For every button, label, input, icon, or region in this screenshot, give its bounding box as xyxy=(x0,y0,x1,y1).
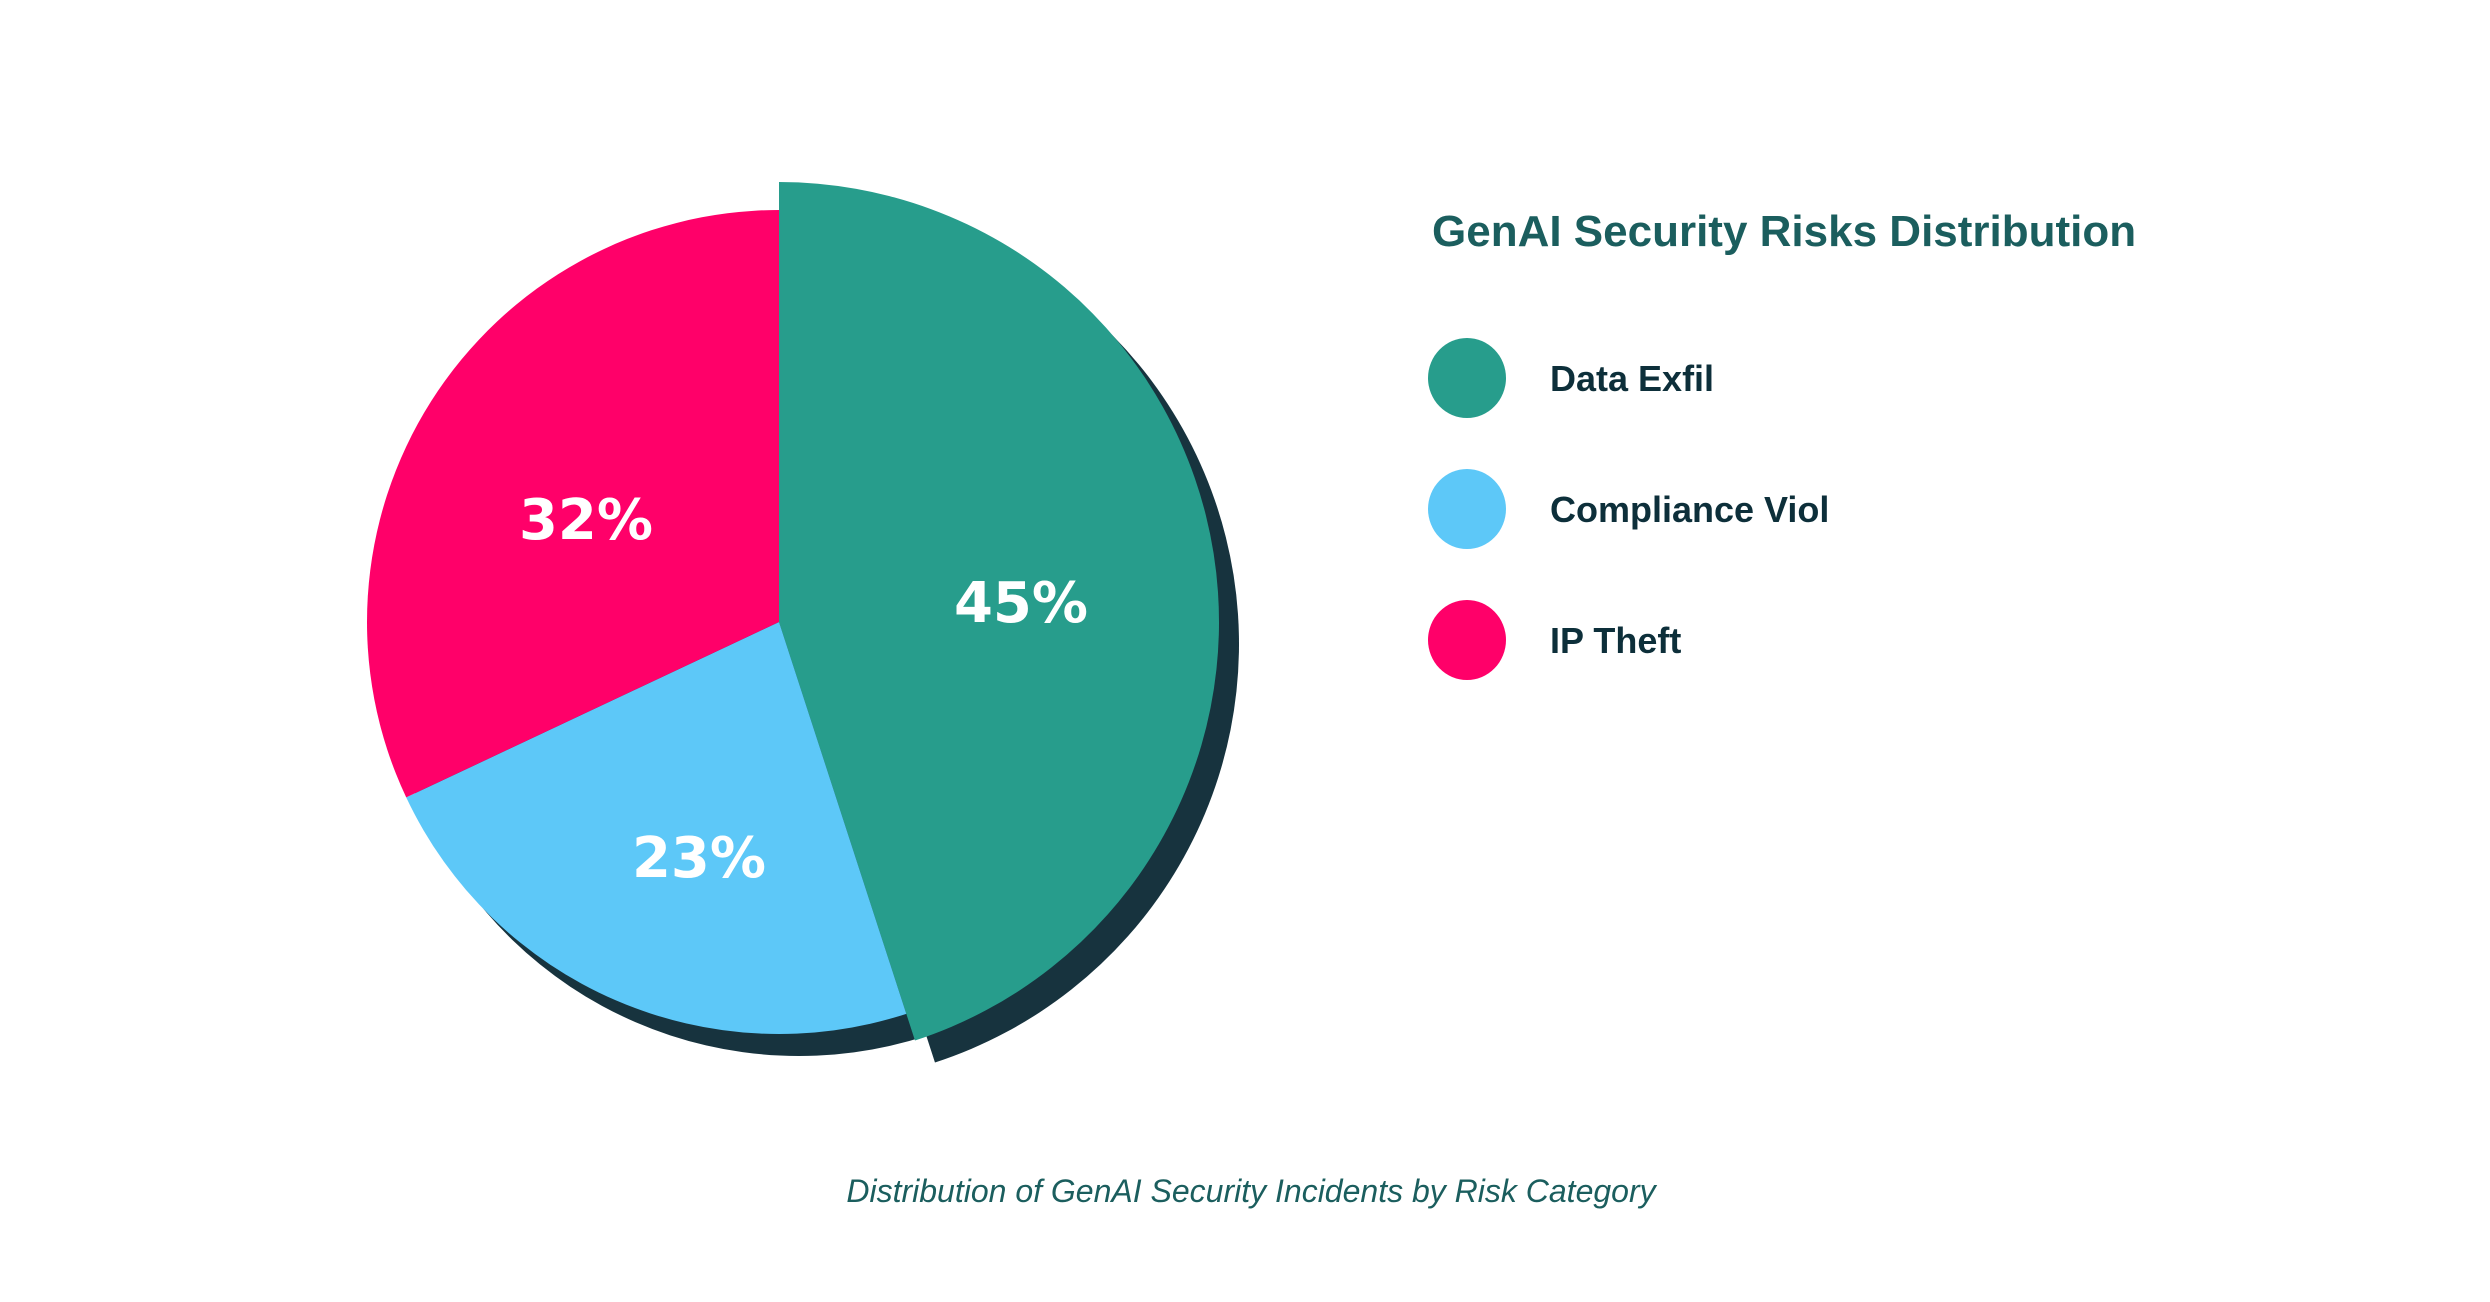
slice-ip-theft[interactable] xyxy=(366,210,779,798)
legend-label-ip-theft: IP Theft xyxy=(1550,620,1681,661)
slice-label-ip-theft: 32% xyxy=(519,488,653,553)
slice-data-exfil[interactable] xyxy=(779,182,1219,1041)
slice-compliance-viol[interactable] xyxy=(406,622,907,1034)
legend-marker-compliance-viol xyxy=(1428,469,1506,549)
legend-marker-data-exfil xyxy=(1428,338,1506,418)
pie-slices xyxy=(366,182,1219,1041)
slice-label-data-exfil: 45% xyxy=(954,571,1088,636)
slice-labels: 45% 23% 32% xyxy=(519,488,1088,891)
legend: Data Exfil Compliance Viol IP Theft xyxy=(1428,338,1829,680)
legend-title: GenAI Security Risks Distribution xyxy=(1432,207,2136,256)
legend-label-data-exfil: Data Exfil xyxy=(1550,358,1714,399)
legend-label-compliance-viol: Compliance Viol xyxy=(1550,489,1829,530)
chart-caption: Distribution of GenAI Security Incidents… xyxy=(846,1173,1657,1209)
slice-label-compliance-viol: 23% xyxy=(632,826,766,891)
legend-marker-ip-theft xyxy=(1428,600,1506,680)
